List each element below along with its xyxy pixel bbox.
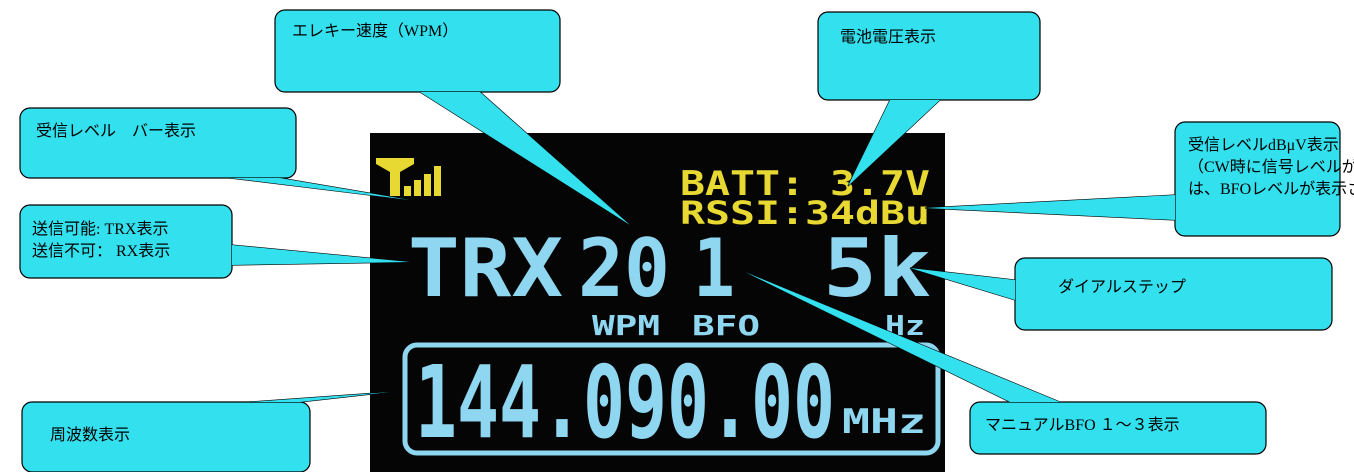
callout: 受信レベル バー表示 [20, 108, 410, 200]
bfo-unit-text: BFO [692, 309, 760, 342]
callout-label: マニュアルBFO １～３表示 [985, 416, 1180, 434]
callout-label: 送信不可： RX表示 [32, 242, 170, 260]
callout-label: エレキー速度（WPM） [292, 22, 458, 40]
wpm-text: 20 [578, 222, 670, 315]
callout-label: ダイアルステップ [1058, 278, 1186, 296]
diagram: BATT: 3.7VRSSI:34dBuTRX2015kWPMBFOHz144.… [0, 0, 1354, 472]
callout-label: は、BFOレベルが表示されます） [1188, 180, 1354, 198]
callout-label: 電池電圧表示 [840, 28, 936, 46]
callout-pointer-join [250, 392, 390, 402]
mode-text: TRX [408, 222, 563, 315]
callout: 周波数表示 [22, 392, 390, 472]
callout-label: （CW時に信号レベルが低い場合 [1188, 158, 1354, 176]
callout-label: 受信レベル バー表示 [36, 122, 196, 140]
callout-box [818, 12, 1040, 100]
callout-pointer-join [925, 195, 1175, 220]
frequency-text: 144.090.00 [415, 344, 835, 461]
callout-label: 受信レベルdBμV表示 [1188, 136, 1339, 154]
wpm-unit-text: WPM [592, 309, 660, 342]
callout: ダイアルステップ [910, 258, 1332, 330]
callout-label: 送信可能: TRX表示 [32, 220, 168, 238]
callout-label: 周波数表示 [50, 426, 130, 444]
callout: 受信レベルdBμV表示 （CW時に信号レベルが低い場合は、BFOレベルが表示されま… [925, 122, 1354, 236]
callout-box [20, 108, 296, 178]
callout-box [20, 205, 232, 278]
bfo-text: 1 [693, 222, 735, 315]
frequency-unit-text: MHz [842, 402, 926, 442]
